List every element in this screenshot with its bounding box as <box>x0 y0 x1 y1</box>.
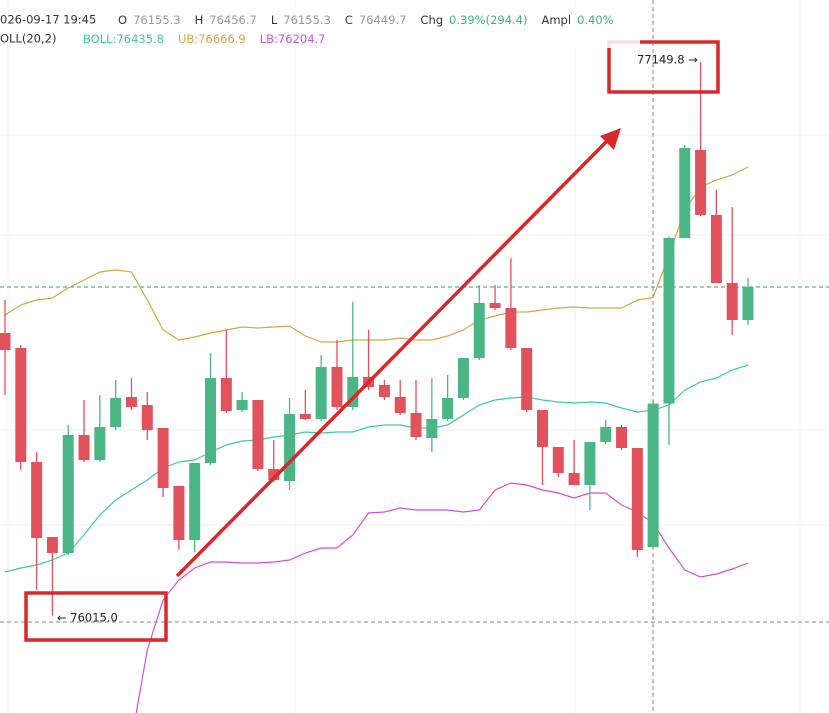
highlight-box <box>24 591 168 642</box>
candle-body <box>252 400 264 469</box>
ohlc-value: 76155.3 <box>133 13 181 27</box>
candle-body <box>536 410 548 447</box>
ohlc-value: 76449.7 <box>359 13 407 27</box>
candle-body <box>15 348 27 463</box>
candle-body <box>647 403 659 548</box>
trend-arrow <box>175 138 610 578</box>
candle-body <box>394 396 406 413</box>
candle-body <box>710 214 722 283</box>
candle-body <box>31 462 43 539</box>
candle-body <box>616 426 628 449</box>
ohlc-label: O <box>118 13 127 27</box>
candle-body <box>457 358 469 399</box>
candle-body <box>157 428 169 489</box>
candle-body <box>600 426 612 443</box>
candle-body <box>62 434 74 553</box>
candle-body <box>568 472 580 485</box>
boll-label: UB: <box>178 32 198 46</box>
annotations: 77149.8 → ← 76015.0 <box>24 40 720 642</box>
candle-body <box>584 442 596 485</box>
candle-body <box>521 348 533 411</box>
candle-body <box>695 150 707 215</box>
ohlc-value: 76456.7 <box>209 13 257 27</box>
candle-body <box>331 366 343 407</box>
candle-body <box>125 396 137 407</box>
boll-value: 76435.8 <box>116 32 164 46</box>
candle-body <box>299 414 311 419</box>
boll-label: LB: <box>260 32 278 46</box>
boll-row: BOLL:76435.8 UB:76666.9 LB:76204.7 <box>83 32 325 46</box>
ohlc-label: Chg <box>420 13 443 27</box>
date: 026-09-17 19:45 <box>0 13 96 27</box>
boll-line <box>135 482 749 713</box>
candle-body <box>378 384 390 397</box>
min-label: ← 76015.0 <box>57 611 118 625</box>
max-label: 77149.8 → <box>637 53 698 67</box>
candle-body <box>78 434 90 461</box>
candle-body <box>284 414 296 481</box>
candle-body <box>679 148 691 239</box>
candle-body <box>0 332 11 351</box>
ohlc-value: 0.39%(294.4) <box>449 13 527 27</box>
boll-value: 76666.9 <box>198 32 246 46</box>
boll-value: 76204.7 <box>278 32 326 46</box>
candle-body <box>141 404 153 431</box>
ohlc-label: L <box>271 13 278 27</box>
highlight-box <box>607 40 720 94</box>
arrow-head <box>600 128 621 150</box>
candle-body <box>489 302 501 309</box>
ohlc-value: 76155.3 <box>283 13 331 27</box>
header: 026-09-17 19:45 OLL(20,2) O 76155.3 H 76456… <box>0 8 640 48</box>
candle-body <box>426 418 438 439</box>
boll-label: BOLL: <box>83 32 116 46</box>
candle-body <box>315 366 327 419</box>
plot <box>0 62 829 713</box>
candle-body <box>94 426 106 461</box>
candle-body <box>473 302 485 359</box>
candle-body <box>663 238 675 404</box>
candle-body <box>46 536 58 553</box>
candle-body <box>220 378 232 411</box>
header-bg <box>0 8 640 48</box>
ohlc-value: 0.40% <box>577 13 614 27</box>
ohlc-label: Ampl <box>541 13 571 27</box>
candle-body <box>110 398 122 427</box>
candle-body <box>189 462 201 541</box>
indicator: OLL(20,2) <box>0 32 56 46</box>
candle-body <box>410 412 422 437</box>
candle-body <box>173 486 185 541</box>
boll-line <box>4 364 749 573</box>
candle-body <box>205 378 217 463</box>
candle-body <box>505 308 517 349</box>
candle-body <box>236 400 248 411</box>
candle-body <box>631 448 643 551</box>
ohlc-label: H <box>195 13 204 27</box>
ohlc-row: O 76155.3 H 76456.7 L 76155.3 C 76449.7 Chg 0.39%… <box>118 13 614 27</box>
boll-line <box>4 166 749 343</box>
ohlc-label: C <box>345 13 353 27</box>
candle-body <box>442 398 454 419</box>
candle-body <box>742 286 754 321</box>
candle-body <box>552 446 564 473</box>
candle-body <box>268 468 280 481</box>
candle-body <box>726 282 738 321</box>
candle-body <box>347 376 359 407</box>
